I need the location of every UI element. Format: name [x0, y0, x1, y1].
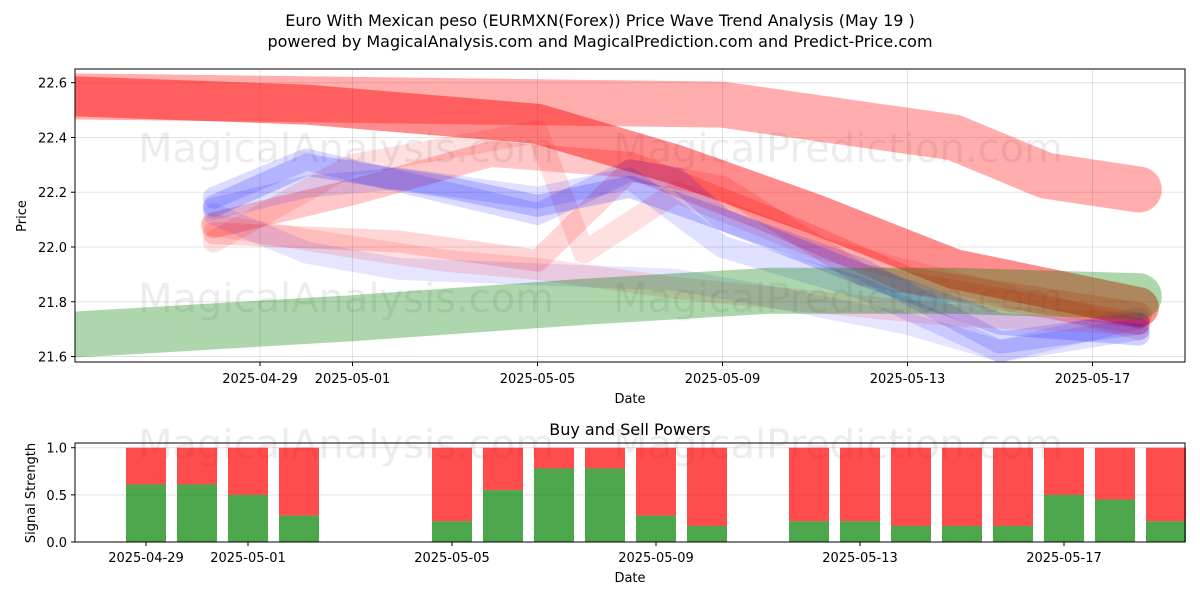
price-xtick-label-5: 2025-05-17 [1055, 372, 1131, 387]
buy-bar-2025-05-06 [483, 490, 523, 542]
buy-bar-2025-05-09 [636, 515, 676, 542]
price-y-label: Price [15, 200, 30, 232]
price-series [75, 73, 1162, 362]
watermark-prediction-bottom: MagicalPrediction.com [613, 276, 1063, 322]
buy-bar-2025-04-29 [126, 484, 166, 542]
watermark-prediction-top: MagicalPrediction.com [613, 126, 1063, 172]
sell-bar-2025-05-14 [891, 447, 931, 526]
power-y-label: Signal Strength [24, 443, 39, 543]
series-pink-wave-1 [202, 214, 1150, 335]
buy-bar-2025-05-01 [228, 494, 268, 542]
power-x-ticks: 2025-04-29 2025-05-01 2025-05-05 2025-05-09… [108, 542, 1102, 566]
price-xtick-label-0: 2025-04-29 [222, 372, 298, 387]
price-xtick-label-3: 2025-05-09 [685, 372, 761, 387]
sell-bar-2025-05-10 [687, 447, 727, 526]
sell-bar-2025-05-15 [942, 447, 982, 526]
sell-bar-2025-05-09 [636, 447, 676, 516]
power-axes-frame [74, 442, 1186, 543]
price-grid [75, 69, 1185, 362]
price-chart: MagicalAnalysis.com MagicalPrediction.co… [15, 68, 1186, 407]
power-xtick-label-0: 2025-04-29 [108, 551, 184, 566]
price-ytick-label-0: 21.6 [38, 351, 67, 366]
price-ytick-label-2: 22.0 [38, 241, 67, 256]
buy-bar-2025-05-10 [687, 525, 727, 542]
chart-subtitle: powered by MagicalAnalysis.com and Magic… [267, 32, 932, 51]
sell-bar-2025-05-17 [1044, 447, 1084, 495]
price-watermarks: MagicalAnalysis.com MagicalPrediction.co… [138, 126, 1063, 322]
buy-bar-2025-05-05 [432, 521, 472, 542]
power-xtick-label-4: 2025-05-13 [822, 551, 898, 566]
series-blue-wave-4 [202, 203, 1150, 362]
sell-bar-2025-05-13 [840, 447, 880, 522]
price-x-label: Date [614, 392, 645, 407]
series-red-forecast-4 [202, 159, 1150, 335]
buy-bar-2025-05-07 [534, 468, 574, 542]
sell-bar-2025-05-07 [534, 447, 574, 469]
series-red-forecast-5 [202, 121, 1150, 341]
price-xtick-label-4: 2025-05-13 [870, 372, 946, 387]
buy-bar-2025-05-02 [279, 515, 319, 542]
watermark-analysis-top: MagicalAnalysis.com [138, 126, 554, 172]
sell-bar-2025-05-12 [789, 447, 829, 522]
buy-bar-2025-05-14 [891, 525, 931, 542]
sell-bar-2025-05-19 [1146, 447, 1186, 522]
price-axes-frame [74, 68, 1186, 363]
power-ytick-label-1: 0.5 [46, 489, 67, 504]
series-blue-wave-2 [202, 148, 1150, 354]
series-blue-wave-1 [202, 153, 1150, 346]
power-chart: Buy and Sell Powers MagicalAnalysis.com … [24, 420, 1186, 586]
price-x-ticks: 2025-04-29 2025-05-01 2025-05-05 2025-05-09… [222, 362, 1130, 387]
buy-bar-2025-05-13 [840, 521, 880, 542]
sell-bar-2025-05-08 [585, 447, 625, 469]
price-xtick-label-2: 2025-05-05 [500, 372, 576, 387]
price-xtick-label-1: 2025-05-01 [315, 372, 391, 387]
power-bars [126, 447, 1186, 542]
buy-bar-2025-05-08 [585, 468, 625, 542]
sell-bar-2025-05-01 [228, 447, 268, 495]
power-ytick-label-2: 1.0 [46, 442, 67, 457]
power-y-ticks: 0.0 0.5 1.0 [46, 442, 75, 551]
power-xtick-label-5: 2025-05-17 [1026, 551, 1102, 566]
buy-bar-2025-04-30 [177, 484, 217, 542]
series-red-forecast-1 [75, 73, 1162, 213]
power-xtick-label-1: 2025-05-01 [210, 551, 286, 566]
sell-bar-2025-05-16 [993, 447, 1033, 526]
sell-bar-2025-05-05 [432, 447, 472, 522]
price-ytick-label-4: 22.4 [38, 131, 67, 146]
sell-bar-2025-05-02 [279, 447, 319, 516]
buy-bar-2025-05-19 [1146, 521, 1186, 542]
buy-bar-2025-05-18 [1095, 499, 1135, 542]
series-red-forecast-3 [200, 140, 1152, 329]
power-xtick-label-3: 2025-05-09 [618, 551, 694, 566]
price-ytick-label-5: 22.6 [38, 77, 67, 92]
power-x-label: Date [614, 571, 645, 586]
sell-bar-2025-04-29 [126, 447, 166, 485]
power-title: Buy and Sell Powers [549, 420, 711, 439]
price-y-ticks: 21.6 21.8 22.0 22.2 22.4 22.6 [38, 77, 75, 366]
series-red-forecast-2 [75, 76, 1159, 328]
price-ytick-label-3: 22.2 [38, 186, 67, 201]
series-blue-wave-3 [202, 167, 1150, 362]
power-xtick-label-2: 2025-05-05 [414, 551, 490, 566]
sell-bar-2025-04-30 [177, 447, 217, 485]
buy-bar-2025-05-15 [942, 525, 982, 542]
buy-bar-2025-05-12 [789, 521, 829, 542]
buy-bar-2025-05-17 [1044, 494, 1084, 542]
series-green-trend [75, 267, 1162, 358]
chart-title: Euro With Mexican peso (EURMXN(Forex)) P… [285, 11, 915, 30]
watermark-analysis-bottom: MagicalAnalysis.com [138, 276, 554, 322]
buy-bar-2025-05-16 [993, 525, 1033, 542]
sell-bar-2025-05-06 [483, 447, 523, 491]
power-ytick-label-0: 0.0 [46, 536, 67, 551]
price-ytick-label-1: 21.8 [38, 296, 67, 311]
sell-bar-2025-05-18 [1095, 447, 1135, 500]
